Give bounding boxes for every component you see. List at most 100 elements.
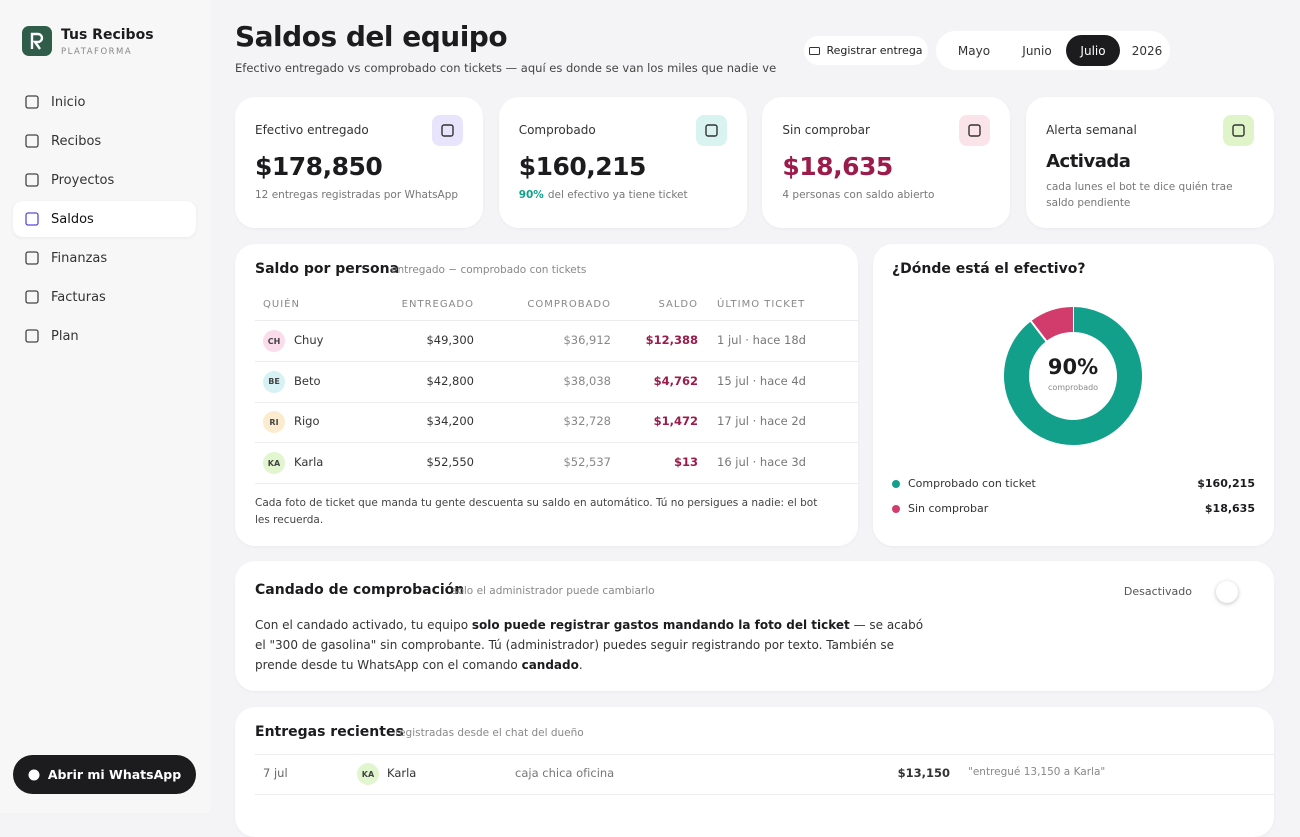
nav-icon: [25, 251, 39, 265]
icon-shape: [1232, 124, 1245, 137]
nav-label: Inicio: [51, 94, 86, 110]
nav-item[interactable]: Saldos: [13, 201, 196, 237]
avatar: RI: [263, 411, 285, 434]
donut: 90% comprobado: [1004, 305, 1142, 445]
card-title: ¿Dónde está el efectivo?: [892, 261, 1086, 277]
kpi-note: 4 personas con saldo abierto: [782, 187, 992, 203]
sidebar: Tus Recibos PLATAFORMA Inicio Recibos Proy…: [0, 0, 210, 813]
icon: [968, 124, 982, 137]
legend-value: $18,635: [1204, 502, 1255, 515]
verified: $36,912: [563, 333, 611, 347]
kpi-note: cada lunes el bot te dice quién trae sal…: [1046, 179, 1256, 211]
nav-icon: [25, 290, 39, 304]
kpi-value: $160,215: [518, 152, 647, 181]
kpi-value: $178,850: [255, 152, 383, 181]
balance: $1,472: [653, 414, 698, 429]
icon-shape: [25, 173, 39, 187]
column-header: QUIÉN: [263, 299, 300, 310]
lock-card: Candado de comprobación solo el administr…: [235, 561, 1274, 691]
logo: [22, 26, 52, 56]
icon-shape: [25, 251, 39, 265]
brand-name: Tus Recibos: [61, 27, 154, 43]
card-title: Candado de comprobación: [255, 582, 465, 598]
last-ticket: 16 jul · hace 3d: [717, 455, 806, 470]
legend-dot: [892, 480, 900, 488]
nav-label: Recibos: [51, 133, 102, 149]
icon-shape: [441, 124, 454, 137]
lock-status: Desactivado: [1123, 585, 1192, 598]
kpi-label: Sin comprobar: [782, 123, 870, 137]
kpi-card: Comprobado $160,215 90% del efectivo ya tie…: [498, 97, 747, 228]
whatsapp-label: Abrir mi WhatsApp: [47, 767, 182, 782]
lock-toggle[interactable]: [1216, 581, 1238, 603]
nav-label: Finanzas: [51, 250, 108, 266]
kpi-value: $18,635: [782, 152, 893, 181]
divider: [255, 754, 1274, 755]
nav-label: Proyectos: [51, 172, 115, 188]
icon: [28, 769, 40, 780]
donut-segment: [1030, 307, 1074, 342]
kpi-label: Efectivo entregado: [255, 123, 369, 137]
nav-icon: [25, 173, 39, 187]
avatar: KA: [357, 763, 379, 785]
balance-card: Saldo por persona entregado − comprobado …: [235, 244, 858, 546]
verified: $38,038: [563, 373, 611, 388]
nav-item[interactable]: Inicio: [13, 84, 196, 120]
period[interactable]: 2026: [1131, 43, 1163, 58]
legend-value: $160,215: [1197, 477, 1255, 490]
icon-shape: [704, 124, 718, 137]
page-subtitle: Efectivo entregado vs comprobado con tic…: [235, 61, 777, 75]
register-label: Registrar entrega: [826, 44, 923, 57]
verified: $52,537: [563, 455, 611, 470]
legend-label: Sin comprobar: [908, 502, 989, 515]
nav-item[interactable]: Finanzas: [13, 240, 196, 276]
icon-shape: [25, 95, 39, 109]
column-header: COMPROBADO: [527, 299, 611, 310]
legend-label: Comprobado con ticket: [908, 477, 1036, 490]
card-subtitle: registradas desde el chat del dueño: [395, 727, 584, 739]
balance: $12,388: [645, 333, 698, 347]
icon: [1232, 124, 1245, 137]
period[interactable]: Julio: [1066, 35, 1120, 66]
date: 7 jul: [263, 766, 288, 780]
person-name: Karla: [387, 766, 417, 780]
kpi-card: Alerta semanal Activada cada lunes el bot …: [1026, 97, 1275, 228]
lock-text: — se acabó el "300 de gasolina" sin comp…: [255, 618, 924, 672]
register-button[interactable]: Registrar entrega: [804, 36, 928, 65]
card-subtitle: solo el administrador puede cambiarlo: [452, 585, 655, 597]
nav-icon: [25, 95, 39, 109]
verified: $32,728: [563, 414, 611, 429]
lock-text: solo puede registrar gastos mandando la …: [471, 618, 850, 632]
kpi-note-text: cada lunes el bot te dice quién trae sal…: [1046, 181, 1233, 209]
nav-item[interactable]: Proyectos: [13, 162, 196, 198]
period[interactable]: Junio: [1022, 43, 1052, 58]
icon: [441, 124, 454, 137]
kpi-icon: [695, 115, 727, 146]
divider: [255, 320, 858, 321]
last-ticket: 1 jul · hace 18d: [717, 333, 806, 347]
nav-icon: [25, 212, 39, 226]
donut-center-value: 90%: [1048, 355, 1098, 379]
nav-item[interactable]: Plan: [13, 318, 196, 354]
last-ticket: 17 jul · hace 2d: [717, 414, 806, 429]
donut-segment: [1004, 307, 1142, 445]
whatsapp-button[interactable]: Abrir mi WhatsApp: [13, 755, 196, 794]
divider: [255, 794, 1274, 795]
nav-label: Plan: [51, 328, 79, 344]
cash-card: ¿Dónde está el efectivo? 90% comprobado Com…: [873, 244, 1274, 546]
divider: [255, 401, 858, 403]
period-selector: Mayo Junio Julio 2026: [936, 31, 1170, 70]
balance: $4,762: [653, 373, 698, 388]
kpi-note-strong: 90%: [518, 189, 544, 201]
deliveries-card: Entregas recientes registradas desde el c…: [235, 707, 1274, 837]
legend-dot: [892, 505, 900, 513]
icon-shape: [968, 124, 982, 137]
page-title: Saldos del equipo: [235, 20, 508, 53]
segment-gap: [1029, 319, 1048, 343]
last-ticket: 15 jul · hace 4d: [717, 373, 806, 388]
lock-text: candado: [521, 658, 579, 672]
nav-item[interactable]: Facturas: [13, 279, 196, 315]
nav-item[interactable]: Recibos: [13, 123, 196, 159]
period[interactable]: Mayo: [957, 43, 991, 58]
